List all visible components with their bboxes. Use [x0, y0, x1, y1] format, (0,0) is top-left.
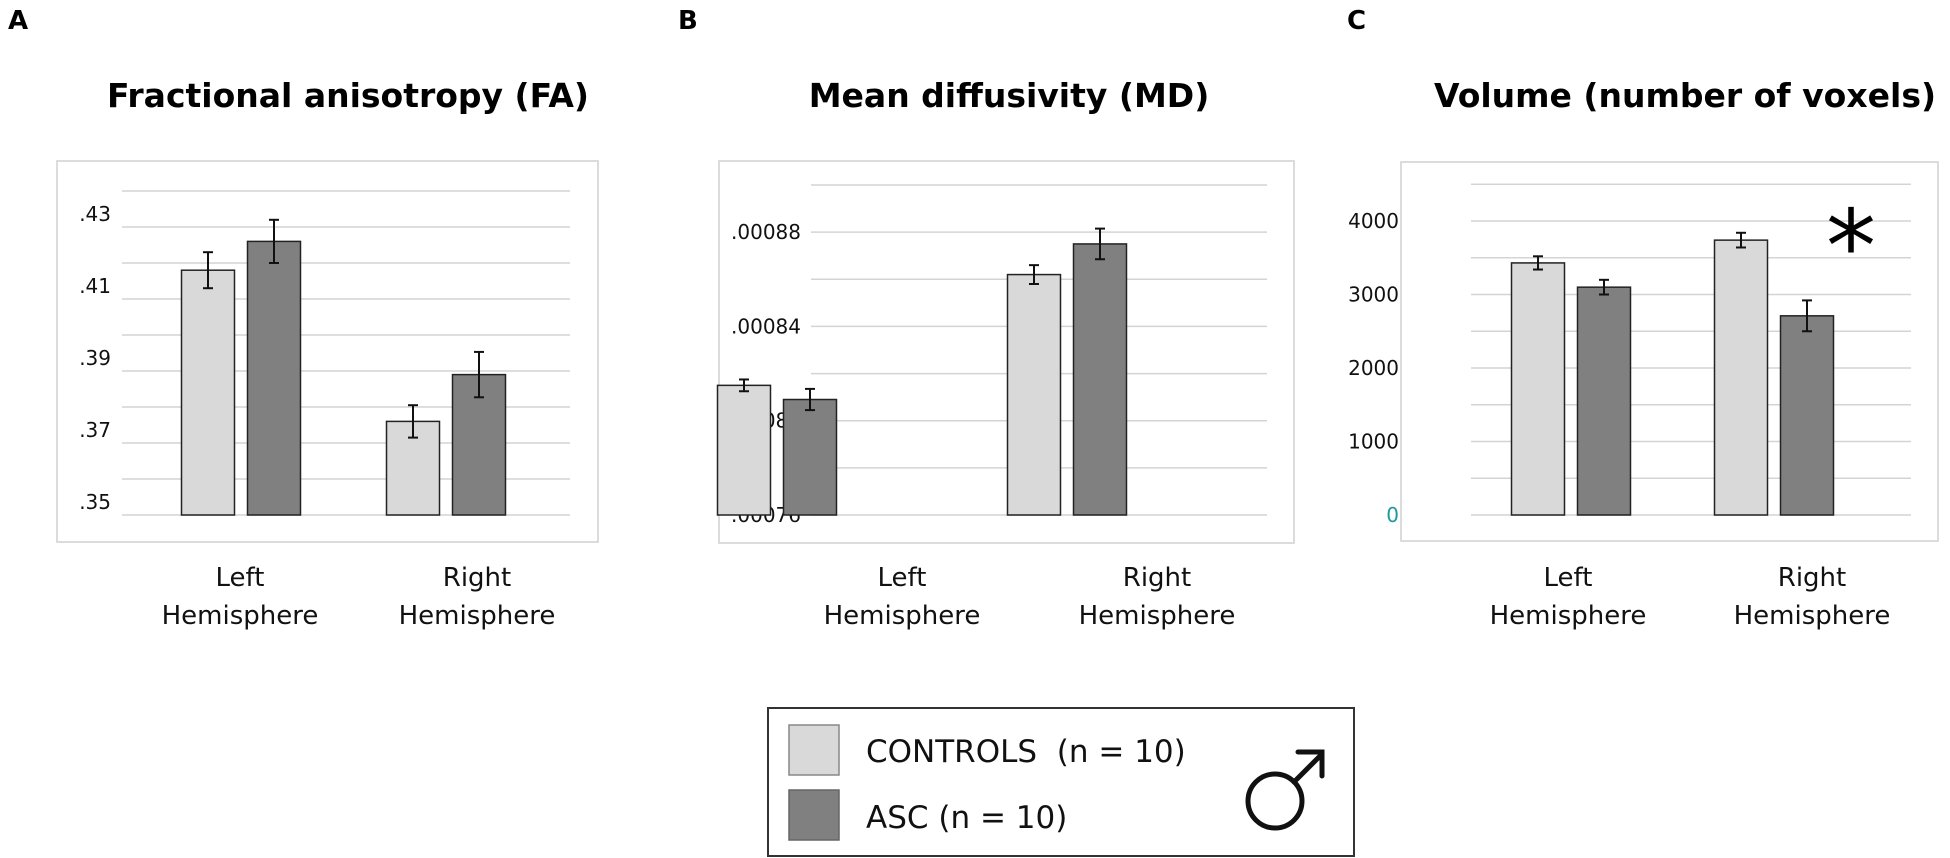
legend-label-controls: CONTROLS (n = 10) [866, 734, 1186, 770]
panel-letter: A [8, 6, 28, 36]
y-tick-label: 1000 [1348, 430, 1399, 454]
error-bar [1095, 227, 1105, 261]
error-bar [1802, 299, 1812, 333]
legend-label-asc: ASC (n = 10) [866, 800, 1067, 836]
x-category-label: Hemisphere [1490, 601, 1647, 631]
error-bar [203, 251, 213, 290]
chart-title: Volume (number of voxels) [1434, 76, 1936, 115]
y-tick-label: .00084 [731, 314, 801, 338]
error-bar [1029, 264, 1039, 285]
significance-asterisk: * [1826, 188, 1876, 305]
plot-area [56, 160, 599, 543]
error-bar [739, 378, 749, 393]
x-category-label: Left [216, 563, 265, 593]
x-category-label: Right [1778, 563, 1846, 593]
bar-asc-left [246, 240, 302, 516]
x-category-label: Hemisphere [824, 601, 981, 631]
bar-asc-right [1779, 315, 1835, 516]
x-category-label: Left [1544, 563, 1593, 593]
bar-asc-right [1072, 243, 1128, 516]
legend-swatch-asc [788, 789, 840, 841]
y-tick-label: .35 [79, 490, 111, 514]
error-bar [269, 218, 279, 264]
chart-panel-a: A Fractional anisotropy (FA) .35 .37 .39 .41.… [8, 6, 599, 631]
error-bar [408, 404, 418, 439]
chart-title: Fractional anisotropy (FA) [107, 76, 589, 115]
x-category-label: Left [878, 563, 927, 593]
bar-controls-left [716, 384, 772, 516]
panel-letter: C [1347, 6, 1366, 36]
bar-controls-left [1510, 262, 1566, 516]
bar-asc-left [782, 398, 838, 516]
male-symbol-icon [1245, 749, 1325, 831]
error-bar [1736, 231, 1746, 249]
error-bar [1599, 278, 1609, 296]
error-bar [474, 350, 484, 399]
y-tick-label: .37 [79, 418, 111, 442]
y-tick-label: 0 [1386, 503, 1399, 527]
bar-asc-left [1576, 286, 1632, 516]
legend: CONTROLS (n = 10) ASC (n = 10) [767, 707, 1355, 857]
y-tick-label: .00088 [731, 220, 801, 244]
y-tick-label: 2000 [1348, 356, 1399, 380]
x-category-label: Hemisphere [1734, 601, 1891, 631]
y-tick-label: .39 [79, 346, 111, 370]
bar-controls-right [1713, 239, 1769, 516]
x-category-label: Right [443, 563, 511, 593]
panel-letter: B [678, 6, 698, 36]
chart-title: Mean diffusivity (MD) [809, 76, 1210, 115]
x-category-label: Right [1123, 563, 1191, 593]
y-tick-label: 3000 [1348, 283, 1399, 307]
error-bar [805, 387, 815, 412]
bar-controls-right [385, 420, 441, 516]
y-tick-label: 4000 [1348, 209, 1399, 233]
x-category-label: Hemisphere [399, 601, 556, 631]
y-tick-label: .41 [79, 274, 111, 298]
x-category-label: Hemisphere [1079, 601, 1236, 631]
chart-panel-c: C Volume (number of voxels) 0 1000 2000 3000 4… [1347, 6, 1939, 631]
bar-controls-right [1006, 273, 1062, 516]
legend-swatch-controls [788, 724, 840, 776]
x-category-label: Hemisphere [162, 601, 319, 631]
error-bar [1533, 255, 1543, 271]
panels: A Fractional anisotropy (FA) .35 .37 .39 .41.… [8, 6, 1939, 631]
y-tick-label: .43 [79, 202, 111, 226]
bar-controls-left [180, 269, 236, 516]
